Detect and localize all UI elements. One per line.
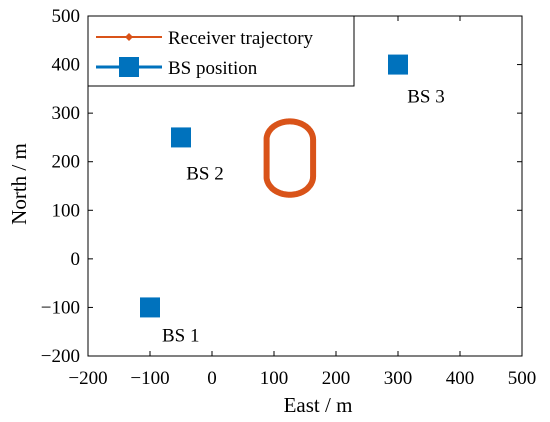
x-tick-label: −100 xyxy=(130,368,169,389)
x-tick-label: −200 xyxy=(68,368,107,389)
y-axis-label: North / m xyxy=(7,143,31,225)
x-tick-label: 300 xyxy=(384,368,413,389)
y-tick-label: 100 xyxy=(52,200,81,221)
legend-bs-label: BS position xyxy=(168,58,258,79)
x-tick-label: 200 xyxy=(322,368,351,389)
plot-area: BS 1 BS 2 BS 3 xyxy=(87,15,523,357)
x-tick-label: 500 xyxy=(508,368,537,389)
bs-marker-2 xyxy=(171,127,191,148)
bs-label-1: BS 1 xyxy=(162,325,200,346)
bs-marker-1 xyxy=(140,297,160,318)
bs-marker-3 xyxy=(388,54,408,75)
y-tick-label: 0 xyxy=(71,249,81,270)
legend-trajectory-marker-icon xyxy=(125,33,133,41)
x-tick-label: 100 xyxy=(260,368,289,389)
bs-label-2: BS 2 xyxy=(186,163,224,184)
legend-entry-bs-position: BS position xyxy=(96,57,258,79)
receiver-trajectory-line xyxy=(263,118,317,198)
y-tick-label: −100 xyxy=(41,297,80,318)
y-tick-label: 500 xyxy=(52,6,81,27)
legend-entry-receiver-trajectory: Receiver trajectory xyxy=(96,28,314,49)
x-axis-label: East / m xyxy=(284,393,353,417)
bs-label-3: BS 3 xyxy=(407,87,445,108)
x-tick-label: 0 xyxy=(207,368,217,389)
legend-bs-square-icon xyxy=(119,57,139,77)
y-tick-label: 300 xyxy=(52,103,81,124)
y-tick-label: −200 xyxy=(41,346,80,367)
x-tick-label: 400 xyxy=(446,368,475,389)
y-tick-label: 400 xyxy=(52,55,81,76)
y-tick-label: 200 xyxy=(52,152,81,173)
legend: Receiver trajectory BS position xyxy=(87,15,355,87)
legend-trajectory-label: Receiver trajectory xyxy=(168,28,314,49)
axis-ticks: −200 −100 0 100 200 300 400 500 −200 −100 0 100 200 3… xyxy=(41,6,536,389)
